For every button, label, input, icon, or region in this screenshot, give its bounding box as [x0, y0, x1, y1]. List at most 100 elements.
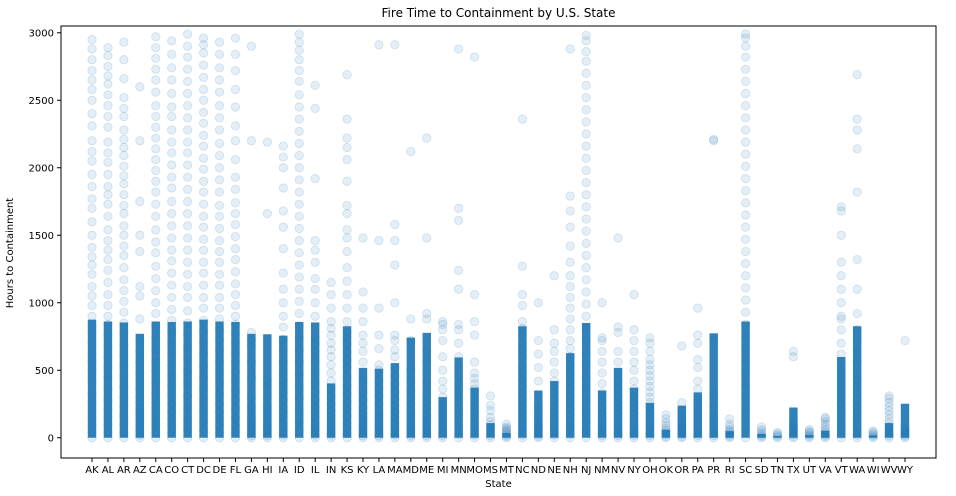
- data-point-PA-12: [693, 384, 703, 394]
- data-point-NM-12: [597, 368, 607, 378]
- dense-cluster-AL: [103, 321, 113, 438]
- data-point-CO-18: [167, 256, 177, 266]
- data-point-NE-16: [549, 325, 559, 335]
- data-point-CA-25: [151, 165, 161, 176]
- x-tick-label: FL: [230, 465, 242, 476]
- dense-cluster-AK: [87, 319, 97, 438]
- data-point-NH-14: [565, 344, 575, 354]
- data-point-DC-20: [198, 211, 209, 221]
- x-tick-label: NY: [627, 465, 641, 476]
- data-point-DC-35: [198, 40, 209, 50]
- data-point-WI-5: [868, 426, 878, 436]
- data-point-CT-28: [183, 101, 193, 111]
- dense-cluster-HI: [263, 334, 272, 438]
- x-tick-label: UT: [803, 465, 817, 476]
- data-point-FL-17: [230, 279, 241, 289]
- data-point-ID-31: [294, 65, 304, 76]
- x-tick-label: IL: [311, 465, 320, 476]
- data-point-AR-17: [119, 263, 129, 273]
- data-point-MT-7: [501, 423, 512, 433]
- x-tick-label: ND: [531, 465, 546, 476]
- data-point-SC-26: [740, 125, 751, 135]
- data-point-CT-33: [183, 41, 193, 51]
- data-point-ID-32: [294, 55, 304, 65]
- data-point-ID-15: [294, 260, 304, 270]
- data-point-CO-35: [167, 49, 177, 59]
- data-point-SC-23: [740, 161, 751, 171]
- data-point-MA-19: [390, 236, 400, 246]
- data-point-NC-20: [517, 300, 528, 311]
- data-point-OR-11: [677, 398, 687, 408]
- data-point-DC-25: [198, 153, 209, 163]
- data-point-SC-31: [740, 64, 751, 74]
- data-point-NY-14: [629, 357, 639, 367]
- data-point-FL-21: [230, 232, 241, 242]
- data-point-PA-17: [693, 330, 703, 340]
- data-point-NE-17: [549, 271, 559, 281]
- data-point-VT-17: [836, 325, 846, 335]
- x-tick-label: AZ: [133, 465, 147, 476]
- data-point-VT-22: [836, 271, 846, 281]
- x-tick-label: IA: [278, 465, 288, 476]
- data-point-AR-13: [119, 307, 129, 317]
- data-point-DE-34: [214, 63, 225, 73]
- data-point-PA-18: [693, 303, 703, 313]
- data-point-DE-35: [214, 49, 225, 59]
- data-point-CO-33: [167, 75, 177, 85]
- data-point-AK-32: [87, 109, 97, 119]
- data-point-AK-33: [87, 95, 97, 105]
- data-point-AR-23: [119, 200, 129, 211]
- data-point-NH-15: [565, 335, 575, 346]
- data-point-ID-16: [294, 248, 304, 258]
- x-tick-label: ME: [419, 465, 434, 476]
- data-point-NH-22: [565, 257, 575, 267]
- y-tick-label: 2500: [29, 96, 54, 107]
- data-point-RI-8: [725, 419, 735, 429]
- data-point-NJ-21: [581, 190, 591, 200]
- data-point-MI-18: [438, 319, 448, 329]
- data-point-MN-21: [454, 44, 464, 54]
- data-point-PA-15: [693, 354, 703, 365]
- data-point-NH-17: [565, 314, 575, 324]
- x-tick-label: WV: [881, 465, 898, 476]
- data-point-NC-22: [517, 261, 528, 271]
- data-point-AL-17: [103, 265, 113, 275]
- data-point-CT-21: [183, 184, 193, 194]
- data-point-OH-17: [645, 354, 655, 365]
- data-point-ID-27: [294, 114, 304, 124]
- x-tick-label: DE: [213, 465, 227, 476]
- data-point-SC-30: [740, 76, 751, 86]
- data-point-NE-15: [549, 338, 559, 348]
- data-point-LA-19: [374, 40, 384, 50]
- data-point-DE-31: [214, 101, 225, 111]
- data-point-AK-24: [87, 203, 97, 213]
- dense-cluster-PR: [709, 333, 718, 438]
- data-point-TX-9: [788, 346, 799, 356]
- data-point-IL-22: [310, 236, 320, 246]
- x-tick-label: MI: [437, 465, 449, 476]
- dense-cluster-NC: [518, 326, 527, 438]
- x-tick-label: VT: [835, 465, 849, 476]
- dense-cluster-OH: [645, 402, 655, 438]
- x-tick-label: OR: [674, 465, 689, 476]
- data-point-NC-23: [517, 114, 528, 124]
- data-point-FL-24: [230, 198, 241, 208]
- data-point-NJ-16: [581, 250, 591, 261]
- data-point-VT-23: [836, 257, 846, 267]
- data-point-ME-18: [422, 133, 432, 143]
- x-tick-label: KS: [341, 465, 354, 476]
- data-point-KS-19: [342, 276, 352, 286]
- data-point-IA-23: [278, 206, 288, 216]
- data-point-NH-25: [565, 206, 575, 216]
- dense-cluster-NY: [629, 387, 639, 438]
- data-point-IN-12: [326, 368, 336, 378]
- data-point-AZ-18: [135, 291, 145, 301]
- data-point-ND-13: [533, 362, 543, 373]
- data-point-CO-15: [167, 292, 177, 302]
- data-point-AK-38: [87, 44, 97, 54]
- data-point-CT-14: [183, 269, 193, 279]
- data-point-NJ-17: [581, 238, 591, 248]
- data-point-VA-8: [820, 416, 830, 427]
- data-point-FL-29: [230, 121, 241, 131]
